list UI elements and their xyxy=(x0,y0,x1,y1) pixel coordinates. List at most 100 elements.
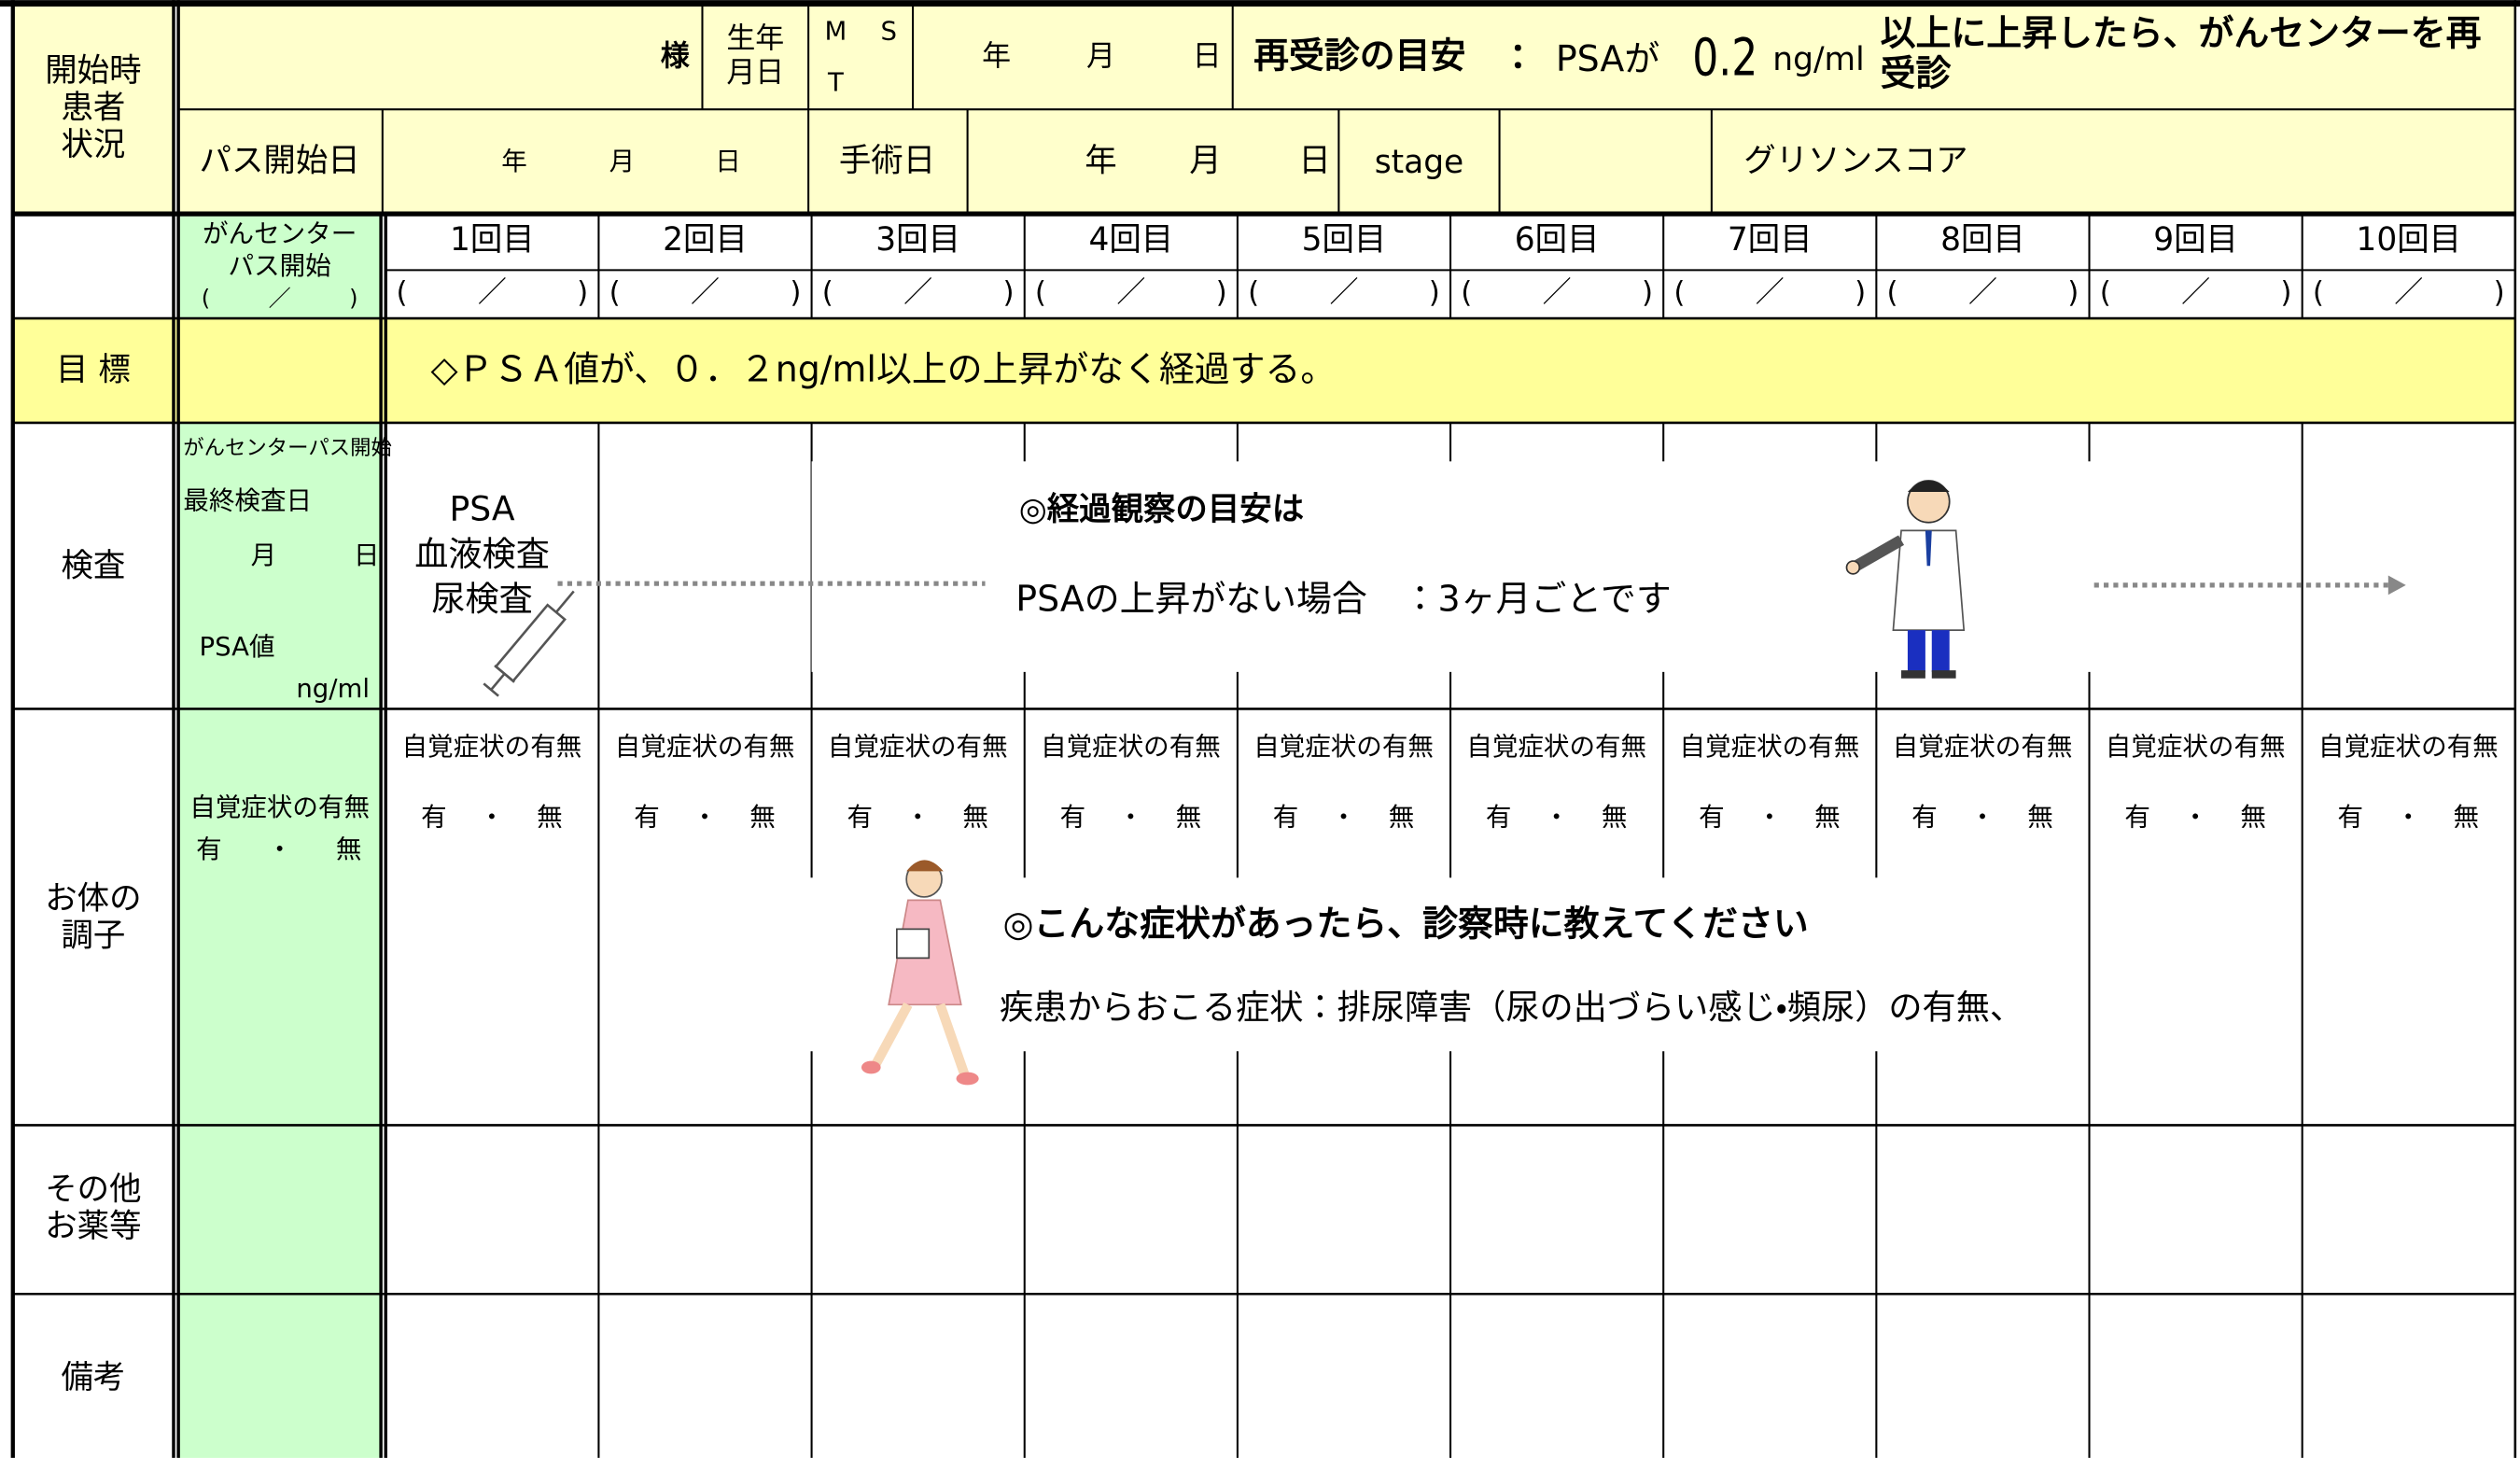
label: 自覚症状の有無 xyxy=(1253,732,1434,762)
label: ng/ml xyxy=(1772,41,1864,78)
label: ( xyxy=(1248,276,1259,310)
visit-label: 3回目 xyxy=(875,221,960,259)
label: お体の xyxy=(45,880,141,918)
label: ) xyxy=(2280,276,2291,310)
label: 無 xyxy=(962,803,988,833)
label: 備考 xyxy=(61,1359,125,1396)
label: 自覚症状の有無 xyxy=(2318,732,2499,762)
visit-label: 1回目 xyxy=(450,221,535,259)
label: ／ xyxy=(1329,276,1358,310)
label: PSA xyxy=(449,489,514,529)
label: ( xyxy=(1461,276,1472,310)
label: 生年 xyxy=(726,22,784,56)
overlay xyxy=(809,877,2083,1052)
label: ( xyxy=(202,285,210,311)
label: ・ xyxy=(2396,803,2422,833)
label: 有 xyxy=(1699,803,1725,833)
label: 年 xyxy=(982,40,1011,74)
label: M xyxy=(825,17,847,47)
label: ／ xyxy=(1116,276,1145,310)
label: ) xyxy=(1429,276,1440,310)
label: ／ xyxy=(1968,276,1997,310)
label: 有 xyxy=(634,803,660,833)
label: 調子 xyxy=(61,917,125,954)
label: ( xyxy=(2313,276,2324,310)
label: ) xyxy=(577,276,588,310)
label: ／ xyxy=(269,285,291,311)
label: PSAの上昇がない場合 ：3ヶ月ごとです xyxy=(1015,579,1671,620)
label: ／ xyxy=(478,276,507,310)
label: ／ xyxy=(2181,276,2210,310)
label: S xyxy=(880,17,897,47)
label: 日 xyxy=(1193,40,1222,74)
label: PSAが xyxy=(1556,38,1659,79)
label: ) xyxy=(790,276,801,310)
label: ・ xyxy=(1118,803,1144,833)
label: 月 xyxy=(1086,40,1115,74)
visit-label: 2回目 xyxy=(663,221,748,259)
cell-bg xyxy=(12,318,2515,423)
label: 再受診の目安 xyxy=(1253,35,1465,77)
label: 月 xyxy=(1189,143,1221,180)
label: 有 xyxy=(1273,803,1299,833)
label: T xyxy=(827,68,844,98)
label: ( xyxy=(396,276,407,310)
label: がんセンターパス開始 xyxy=(183,436,392,460)
label: ・ xyxy=(692,803,718,833)
cell-bg xyxy=(178,422,383,1458)
label: ) xyxy=(1216,276,1227,310)
label: ( xyxy=(1673,276,1685,310)
label: ・ xyxy=(267,834,293,864)
label: ・ xyxy=(1969,803,1995,833)
label: ( xyxy=(1887,276,1898,310)
visit-label: 4回目 xyxy=(1088,221,1173,259)
label: 日 xyxy=(715,147,741,176)
label: ( xyxy=(822,276,833,310)
label: グリソンスコア xyxy=(1743,143,1967,180)
label: 自覚症状の有無 xyxy=(615,732,795,762)
label: ng/ml xyxy=(296,674,370,704)
label: 自覚症状の有無 xyxy=(1893,732,2073,762)
label: 無 xyxy=(2454,803,2480,833)
label: 有 xyxy=(2124,803,2150,833)
label: 有 xyxy=(1911,803,1938,833)
label: 有 xyxy=(196,834,222,864)
label: ( xyxy=(609,276,621,310)
label: 以上に上昇したら、がんセンターを再 xyxy=(1881,12,2482,53)
label: ( xyxy=(2100,276,2111,310)
label: 無 xyxy=(1602,803,1628,833)
label: 月 xyxy=(251,540,277,570)
label: 0.2 xyxy=(1692,28,1757,88)
label: ) xyxy=(2067,276,2079,310)
cell-bg xyxy=(12,6,174,215)
label: 検査 xyxy=(61,547,125,584)
label: 尿検査 xyxy=(431,579,532,619)
label: ・ xyxy=(1544,803,1570,833)
label: パス開始日 xyxy=(200,143,360,180)
label: 年 xyxy=(501,147,527,176)
syringe xyxy=(483,590,575,697)
label: 血液検査 xyxy=(414,534,550,574)
label: パス開始 xyxy=(229,251,331,281)
label: 自覚症状の有無 xyxy=(828,732,1008,762)
row-label: 開始時 xyxy=(45,52,141,90)
visit-label: 9回目 xyxy=(2153,221,2238,259)
label: 無 xyxy=(749,803,776,833)
label: 無 xyxy=(1389,803,1415,833)
label: 無 xyxy=(2027,803,2053,833)
label: ) xyxy=(1002,276,1014,310)
label: 無 xyxy=(2240,803,2266,833)
label: ( xyxy=(1035,276,1046,310)
label: お薬等 xyxy=(45,1208,141,1245)
overlay xyxy=(811,461,2295,672)
label: 自覚症状の有無 xyxy=(2106,732,2286,762)
label: ・ xyxy=(1331,803,1357,833)
label: ： xyxy=(1509,35,1545,77)
label: PSA値 xyxy=(200,632,275,662)
label: 目 標 xyxy=(56,351,131,388)
label: ・ xyxy=(2182,803,2208,833)
label: ) xyxy=(2494,276,2505,310)
label: ／ xyxy=(2394,276,2423,310)
visit-label: 5回目 xyxy=(1302,221,1387,259)
label: ) xyxy=(349,285,357,311)
